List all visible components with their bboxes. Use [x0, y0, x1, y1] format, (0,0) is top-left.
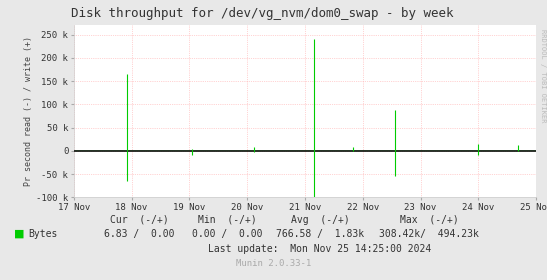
Text: Bytes: Bytes — [28, 229, 58, 239]
Text: Munin 2.0.33-1: Munin 2.0.33-1 — [236, 259, 311, 268]
Text: Avg  (-/+): Avg (-/+) — [290, 215, 350, 225]
Text: ■: ■ — [14, 229, 24, 239]
Text: 766.58 /  1.83k: 766.58 / 1.83k — [276, 229, 364, 239]
Y-axis label: Pr second read (-) / write (+): Pr second read (-) / write (+) — [24, 36, 33, 186]
Text: 308.42k/  494.23k: 308.42k/ 494.23k — [380, 229, 479, 239]
Text: Disk throughput for /dev/vg_nvm/dom0_swap - by week: Disk throughput for /dev/vg_nvm/dom0_swa… — [71, 7, 454, 20]
Text: Last update:  Mon Nov 25 14:25:00 2024: Last update: Mon Nov 25 14:25:00 2024 — [208, 244, 432, 254]
Text: 0.00 /  0.00: 0.00 / 0.00 — [192, 229, 262, 239]
Text: Max  (-/+): Max (-/+) — [400, 215, 459, 225]
Text: 6.83 /  0.00: 6.83 / 0.00 — [104, 229, 174, 239]
Text: Cur  (-/+): Cur (-/+) — [110, 215, 169, 225]
Text: RRDTOOL / TOBI OETIKER: RRDTOOL / TOBI OETIKER — [540, 29, 546, 122]
Text: Min  (-/+): Min (-/+) — [197, 215, 257, 225]
